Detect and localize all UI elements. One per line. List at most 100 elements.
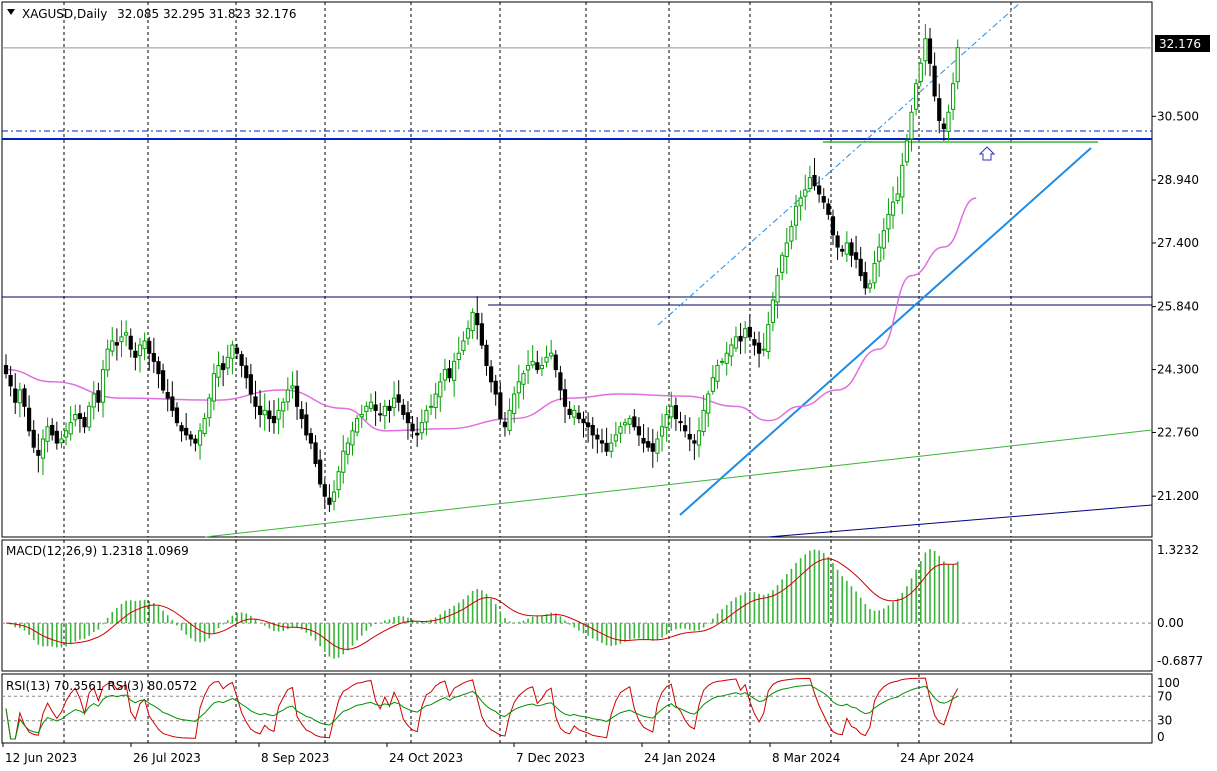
candle-body [752, 339, 757, 346]
macd-signal-line [5, 558, 958, 650]
candle-body [604, 442, 609, 452]
candle-body [678, 421, 683, 424]
rsi-panel-frame [1, 673, 1153, 744]
candle-body [368, 401, 374, 409]
candle-body [230, 344, 235, 359]
rsi3-line [5, 677, 959, 740]
long-term-trendline [204, 429, 1153, 538]
last-price-box [1155, 35, 1210, 52]
candle-body [904, 140, 909, 163]
macd-tick-label: 0.00 [1157, 616, 1184, 630]
candle-body [45, 426, 50, 442]
candle-body [581, 418, 586, 424]
candle-body [225, 356, 230, 369]
channel-line [657, 2, 1021, 326]
candle-body [770, 299, 776, 323]
candle-body [281, 401, 286, 412]
candle-body [646, 441, 651, 448]
candle-body [479, 323, 484, 346]
candle-body [761, 348, 766, 351]
candle-body [632, 416, 637, 428]
candle-body [331, 491, 337, 502]
candle-body [516, 381, 521, 394]
candle-body [40, 438, 46, 459]
price-tick-label: 25.840 [1157, 300, 1199, 314]
rsi-tick-label: 0 [1157, 730, 1165, 744]
candle-body [91, 393, 96, 408]
candle-body [391, 397, 397, 409]
candle-body [410, 423, 415, 432]
time-tick-label: 26 Jul 2023 [133, 751, 201, 765]
candle-body [793, 205, 799, 226]
candle-body [720, 360, 725, 363]
candle-body [419, 422, 424, 434]
candle-body [572, 409, 577, 418]
candle-body [858, 258, 863, 277]
candle-body [179, 425, 184, 432]
rsi-tick-label: 100 [1157, 676, 1180, 690]
last-price-label: 32.176 [1159, 37, 1201, 51]
candle-body [202, 418, 207, 434]
candle-body [378, 413, 383, 416]
candle-body [68, 422, 73, 435]
candle-body [867, 283, 873, 289]
candle-body [137, 344, 143, 357]
candle-body [812, 174, 817, 187]
candle-body [715, 364, 720, 382]
macd-label: MACD(12,26,9) 1.2318 1.0969 [6, 544, 189, 558]
candle-body [599, 440, 605, 444]
macd-tick-label: 1.3232 [1157, 543, 1199, 557]
candle-body [627, 418, 632, 425]
candle-body [428, 405, 434, 408]
candle-body [923, 38, 928, 62]
candle-body [729, 344, 734, 357]
main-panel-frame [1, 1, 1153, 538]
candle-body [650, 443, 655, 452]
candle-body [105, 348, 110, 371]
candle-body [877, 246, 882, 262]
time-tick-label: 8 Sep 2023 [261, 751, 329, 765]
candle-body [82, 416, 87, 428]
candle-body [438, 381, 443, 398]
candle-body [96, 390, 101, 403]
candle-body [830, 216, 836, 236]
candle-body [174, 407, 180, 424]
candle-body [553, 354, 558, 371]
candle-body [798, 197, 803, 207]
candle-body [521, 373, 526, 385]
rsi13-line [5, 684, 958, 740]
candle-body [156, 361, 161, 375]
dropdown-triangle-icon[interactable] [7, 9, 15, 15]
candle-body [558, 372, 563, 391]
candle-body [188, 434, 193, 440]
candle-body [609, 442, 614, 452]
candles [3, 23, 960, 512]
candle-body [586, 422, 591, 428]
candle-body [951, 83, 956, 110]
candle-body [475, 313, 480, 326]
candle-body [530, 360, 535, 366]
candle-body [253, 396, 258, 407]
candle-body [567, 408, 572, 415]
candle-body [595, 434, 600, 440]
rsi-label: RSI(13) 70.3561 RSI(3) 80.0572 [6, 679, 197, 693]
time-tick-label: 12 Jun 2023 [5, 751, 77, 765]
candle-body [271, 415, 277, 424]
candle-body [294, 385, 300, 407]
candle-body [613, 434, 618, 442]
candle-body [687, 433, 692, 440]
candle-body [701, 409, 706, 433]
candle-body [535, 362, 540, 371]
candle-body [54, 430, 59, 444]
candle-body [706, 393, 711, 414]
candle-body [405, 412, 411, 424]
candle-body [133, 350, 138, 358]
long-term-support [767, 504, 1153, 538]
candle-body [382, 405, 387, 417]
candle-body [872, 262, 877, 284]
candle-body [197, 430, 203, 446]
candle-body [817, 185, 822, 195]
candle-body [308, 433, 314, 444]
candle-body [22, 388, 27, 407]
candle-body [525, 364, 531, 371]
